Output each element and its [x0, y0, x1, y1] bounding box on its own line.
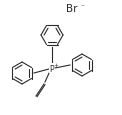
Text: +: + [53, 62, 58, 67]
Text: P: P [50, 64, 54, 73]
Text: Br: Br [66, 4, 78, 14]
Text: ⁻: ⁻ [80, 3, 84, 11]
